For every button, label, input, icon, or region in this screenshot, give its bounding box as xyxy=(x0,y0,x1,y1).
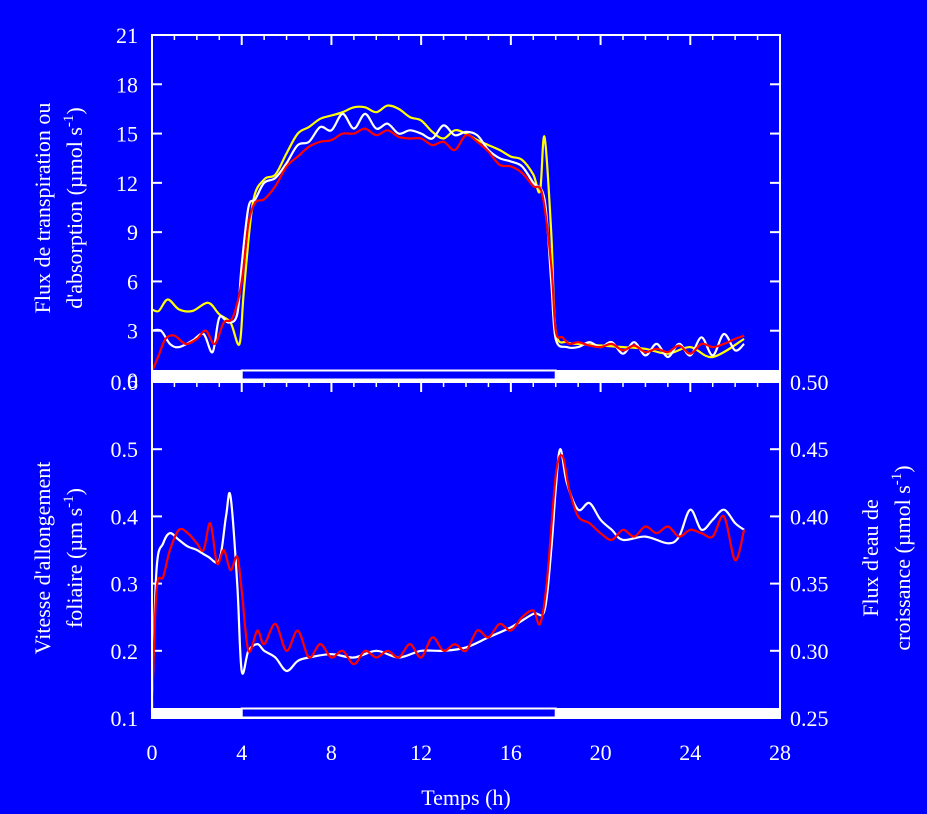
top-series-red xyxy=(150,127,745,373)
top-series xyxy=(150,104,745,373)
top-y-title-line2: d'absorption (µmol s-1) xyxy=(61,107,87,308)
top-y-tick-labels: 0 3 6 9 12 15 18 21 xyxy=(116,23,138,393)
top-panel: 0 3 6 9 12 15 18 21 Flux de transpiration ou d'… xyxy=(30,23,781,393)
bottom-y-left-title-line2: foliaire (µm s-1) xyxy=(61,488,87,628)
x-tick-label: 12 xyxy=(410,740,432,765)
bottom-y-right-title-line1: Flux d'eau de xyxy=(858,499,883,617)
bottom-series-red xyxy=(150,454,746,712)
bottom-dark-period-before xyxy=(152,708,242,718)
bottom-y-right-tick-label: 0.40 xyxy=(790,504,829,529)
bottom-y-right-title-main: croissance (µmol s xyxy=(890,485,915,650)
bottom-y-left-title-sup: -1 xyxy=(61,495,77,508)
top-y-tick-label: 9 xyxy=(127,220,138,245)
bottom-y-tick-label: 0.5 xyxy=(111,437,139,462)
bottom-y-tick-label: 0.2 xyxy=(111,639,139,664)
bottom-y-right-tick-label: 0.30 xyxy=(790,639,829,664)
top-y-tick-label: 6 xyxy=(127,269,138,294)
bottom-y-tick-label: 0.1 xyxy=(111,706,139,731)
bottom-y-left-tick-labels: 0.1 0.2 0.3 0.4 0.5 0.6 xyxy=(111,370,139,731)
top-y-tick-label: 18 xyxy=(116,72,138,97)
bottom-y-right-tick-label: 0.25 xyxy=(790,706,829,731)
bottom-y-left-title-end: ) xyxy=(62,488,87,495)
x-tick-label: 0 xyxy=(147,740,158,765)
x-tick-label: 16 xyxy=(500,740,522,765)
bottom-y-right-title-sup: -1 xyxy=(889,473,905,486)
bottom-series xyxy=(150,448,746,712)
x-tick-label: 20 xyxy=(590,740,612,765)
top-y-title-line1: Flux de transpiration ou xyxy=(30,103,55,314)
top-dark-period-before xyxy=(152,370,242,380)
x-tick-label: 4 xyxy=(236,740,247,765)
bottom-dark-period-after xyxy=(555,708,780,718)
top-y-tick-label: 21 xyxy=(116,23,138,48)
x-tick-label: 24 xyxy=(679,740,701,765)
top-photoperiod-bar xyxy=(152,369,780,381)
top-frame xyxy=(151,34,781,381)
bottom-y-right-title-line2: croissance (µmol s-1) xyxy=(889,465,915,650)
bottom-y-tick-label: 0.6 xyxy=(111,370,139,395)
x-axis-title: Temps (h) xyxy=(421,785,511,810)
x-tick-label: 8 xyxy=(326,740,337,765)
top-y-title-sup: -1 xyxy=(61,115,77,128)
top-y-tick-label: 12 xyxy=(116,171,138,196)
bottom-photoperiod-bar xyxy=(152,707,780,719)
bottom-frame xyxy=(151,381,781,719)
top-y-tick-label: 0 xyxy=(127,368,138,393)
bottom-y-tick-label: 0.3 xyxy=(111,572,139,597)
x-tick-label: 28 xyxy=(769,740,791,765)
top-dark-period-after xyxy=(555,370,780,380)
top-y-title-end: ) xyxy=(62,107,87,114)
bottom-panel: 0.10.20.30.40.50.6 0.250.300.350.400.450… xyxy=(30,370,915,810)
bottom-y-left-title-line1: Vitesse d'allongement xyxy=(30,462,55,655)
bottom-y-left-title-main: foliaire (µm s xyxy=(62,508,87,628)
top-y-tick-label: 15 xyxy=(116,122,138,147)
bottom-y-right-tick-label: 0.35 xyxy=(790,572,829,597)
bottom-y-right-tick-labels: 0.25 0.30 0.35 0.40 0.45 0.50 xyxy=(790,370,829,731)
bottom-y-tick-label: 0.4 xyxy=(111,504,139,529)
x-tick-labels: 0 4 8 12 16 20 24 28 xyxy=(147,740,792,765)
bottom-light-period xyxy=(240,707,557,719)
bottom-y-right-tick-label: 0.45 xyxy=(790,437,829,462)
bottom-y-right-tick-label: 0.50 xyxy=(790,370,829,395)
top-light-period xyxy=(240,369,557,381)
bottom-y-right-title-end: ) xyxy=(890,465,915,472)
top-y-tick-label: 3 xyxy=(127,319,138,344)
top-y-title-main: d'absorption (µmol s xyxy=(62,127,87,309)
